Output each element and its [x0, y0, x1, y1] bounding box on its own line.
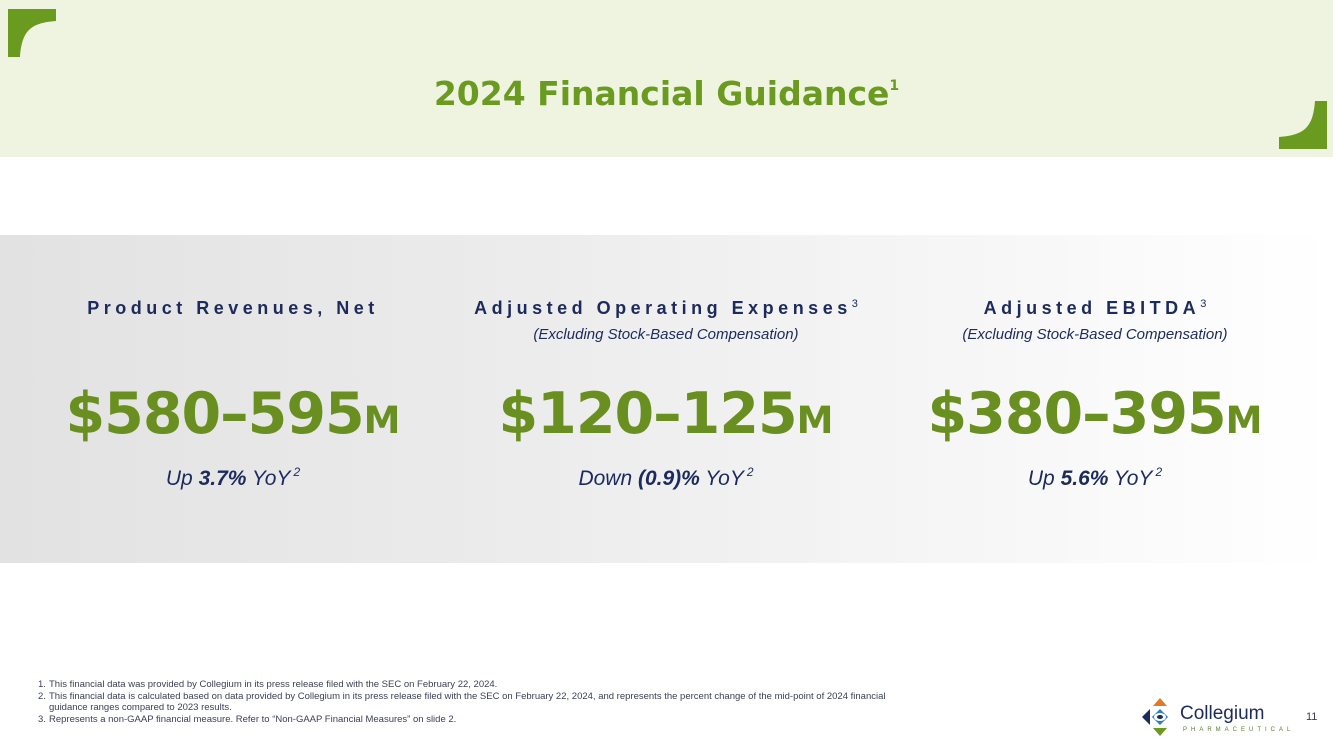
metric-value-range: $120–125: [498, 381, 798, 447]
logo-wordmark: Collegium: [1180, 703, 1265, 724]
footnote-number: 1.: [38, 679, 46, 690]
slide-title-text: 2024 Financial Guidance: [433, 74, 890, 113]
metric-label-text: Product Revenues, Net: [87, 298, 379, 318]
corner-accent-bottom-right: [1279, 101, 1327, 149]
metric-yoy-change: Up 5.6% YoY 2: [880, 465, 1310, 491]
logo-subtitle: PHARMACEUTICAL: [1183, 727, 1295, 733]
metric-change-prefix: Up: [165, 467, 199, 490]
footnote-number: 3.: [38, 713, 46, 725]
metric-change-footnote-ref: 2: [746, 465, 754, 479]
metric-label: Product Revenues, Net: [18, 298, 448, 319]
metric-change-value: 3.7%: [198, 467, 247, 490]
metric-value-unit: M: [1225, 399, 1263, 442]
metric-adjusted-ebitda: Adjusted EBITDA3 (Excluding Stock-Based …: [880, 235, 1310, 563]
footnote-item: 2. This financial data is calculated base…: [38, 691, 898, 714]
footnote-text: This financial data is calculated based …: [49, 690, 886, 714]
metric-adjusted-operating-expenses: Adjusted Operating Expenses3 (Excluding …: [451, 235, 881, 563]
header-band: [0, 0, 1333, 157]
metric-value: $580–595M: [18, 381, 448, 447]
footnote-text: This financial data was provided by Coll…: [49, 679, 498, 690]
metric-change-footnote-ref: 2: [1155, 465, 1163, 479]
metric-value-range: $580–595: [65, 381, 365, 447]
metric-label-text: Adjusted EBITDA: [983, 298, 1201, 318]
footnote-text: Represents a non-GAAP financial measure.…: [49, 713, 457, 725]
metric-label-text: Adjusted Operating Expenses: [474, 298, 852, 318]
metric-label-footnote-ref: 3: [1200, 298, 1207, 310]
metric-label: Adjusted EBITDA3: [880, 298, 1310, 319]
corner-accent-top-left: [8, 9, 56, 57]
metric-change-suffix: YoY: [1108, 467, 1153, 490]
collegium-logo: Collegium PHARMACEUTICAL: [1140, 697, 1290, 737]
footnote-item: 3. Represents a non-GAAP financial measur…: [38, 714, 898, 726]
metric-subtitle: (Excluding Stock-Based Compensation): [533, 326, 799, 343]
metric-value-range: $380–395: [927, 381, 1227, 447]
metrics-band: Product Revenues, Net $580–595M Up 3.7% …: [0, 235, 1333, 563]
metric-label-footnote-ref: 3: [851, 298, 858, 310]
footnotes: 1. This financial data was provided by Co…: [38, 679, 898, 725]
collegium-logo-mark-icon: [1142, 698, 1168, 736]
metric-product-revenues: Product Revenues, Net $580–595M Up 3.7% …: [18, 235, 448, 563]
metric-value: $120–125M: [451, 381, 881, 447]
metric-change-suffix: YoY: [699, 467, 744, 490]
metric-change-value: (0.9)%: [637, 467, 700, 490]
slide-title: 2024 Financial Guidance1: [0, 74, 1333, 113]
metric-change-prefix: Down: [578, 467, 638, 490]
footnote-number: 2.: [38, 690, 46, 702]
metric-yoy-change: Up 3.7% YoY 2: [18, 465, 448, 491]
metric-change-value: 5.6%: [1060, 467, 1109, 490]
metric-value: $380–395M: [880, 381, 1310, 447]
metric-change-prefix: Up: [1027, 467, 1061, 490]
metric-value-unit: M: [363, 399, 401, 442]
metric-change-footnote-ref: 2: [293, 465, 301, 479]
slide-title-footnote-ref: 1: [889, 78, 900, 94]
page-number: 11: [1306, 711, 1318, 723]
metric-value-unit: M: [796, 399, 834, 442]
metric-yoy-change: Down (0.9)% YoY 2: [451, 465, 881, 491]
metric-label: Adjusted Operating Expenses3: [451, 298, 881, 319]
metric-change-suffix: YoY: [246, 467, 291, 490]
footnote-item: 1. This financial data was provided by Co…: [38, 679, 898, 691]
metric-subtitle: (Excluding Stock-Based Compensation): [962, 326, 1228, 343]
